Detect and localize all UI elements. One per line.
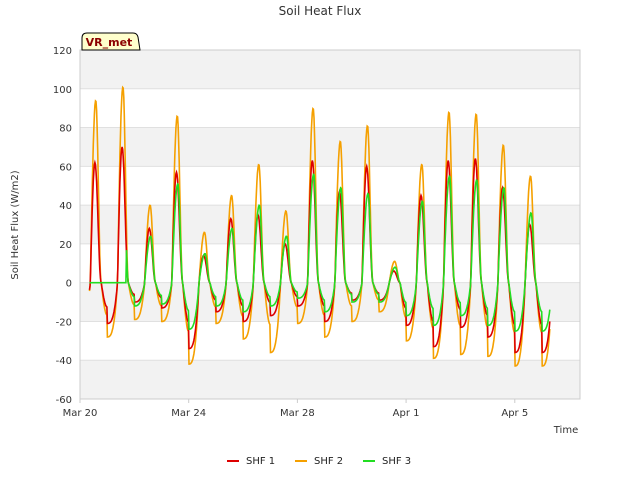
background-band — [80, 50, 580, 89]
y-tick-label: -20 — [56, 317, 72, 328]
background-band — [80, 88, 580, 128]
y-axis-title: Soil Heat Flux (W/m2) — [10, 170, 21, 279]
legend-label: SHF 3 — [382, 456, 411, 467]
x-tick-label: Apr 5 — [501, 408, 528, 419]
chart-title: Soil Heat Flux — [279, 4, 362, 18]
plot-background-bands — [80, 50, 580, 399]
legend: SHF 1 SHF 2 SHF 3 — [227, 456, 411, 467]
x-axis-title: Time — [553, 425, 578, 436]
y-axis-ticks: -60 -40 -20 0 20 40 60 80 100 120 — [53, 46, 72, 406]
y-tick-label: -40 — [56, 356, 72, 367]
vr-met-badge: VR_met — [81, 32, 141, 51]
y-tick-label: 60 — [59, 162, 72, 173]
plot-frame — [79, 49, 581, 400]
x-tick-label: Mar 20 — [63, 408, 98, 419]
y-tick-label: 120 — [53, 46, 72, 57]
y-tick-label: -60 — [56, 395, 72, 406]
y-tick-label: 0 — [66, 279, 72, 290]
background-band — [80, 166, 580, 206]
y-tick-label: 20 — [59, 240, 72, 251]
x-tick-label: Apr 1 — [393, 408, 420, 419]
x-axis-ticks: Mar 20 Mar 24 Mar 28 Apr 1 Apr 5 — [63, 399, 528, 419]
legend-label: SHF 2 — [314, 456, 343, 467]
background-band — [80, 127, 580, 167]
background-band — [80, 360, 580, 399]
badge-shape — [81, 32, 141, 51]
badge-label: VR_met — [86, 36, 133, 49]
x-tick-label: Mar 28 — [280, 408, 315, 419]
y-tick-label: 100 — [53, 85, 72, 96]
background-band — [80, 243, 580, 283]
legend-label: SHF 1 — [246, 456, 275, 467]
x-tick-label: Mar 24 — [171, 408, 206, 419]
y-tick-label: 40 — [59, 201, 72, 212]
background-band — [80, 205, 580, 244]
y-tick-label: 80 — [59, 124, 72, 135]
series-lines — [88, 85, 551, 367]
series-line-shf-3 — [89, 172, 551, 332]
